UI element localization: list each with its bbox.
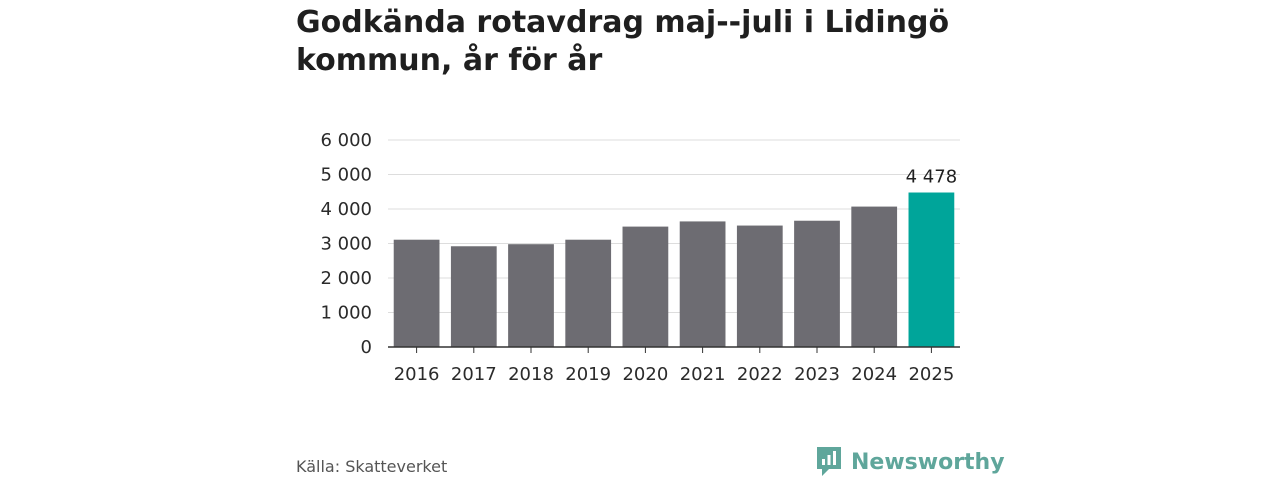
y-tick-label: 3 000 [320, 234, 372, 255]
bar-2020 [622, 226, 669, 347]
x-tick-label: 2017 [451, 364, 497, 385]
newsworthy-logo: Newsworthy [815, 445, 1005, 479]
y-axis-labels: 0 1 000 2 000 3 000 4 000 5 000 6 000 [320, 130, 372, 358]
x-axis-labels: 2016 2017 2018 2019 2020 2021 2022 2023 2024 2025 [394, 364, 955, 385]
x-tick-label: 2016 [394, 364, 440, 385]
bar-2024 [851, 206, 898, 347]
bar-2025 [908, 192, 955, 347]
bar-2022 [736, 225, 783, 347]
data-labels: 4 478 [906, 167, 958, 188]
bars [393, 192, 955, 347]
bar-2018 [508, 244, 554, 347]
x-axis [388, 346, 960, 353]
y-tick-label: 0 [361, 337, 372, 358]
y-tick-label: 1 000 [320, 303, 372, 324]
bar-chart: 0 1 000 2 000 3 000 4 000 5 000 6 000 2016 2017… [320, 130, 960, 385]
y-tick-label: 6 000 [320, 130, 372, 151]
y-tick-label: 2 000 [320, 268, 372, 289]
data-label: 4 478 [906, 167, 958, 188]
bar-2021 [679, 221, 726, 347]
y-tick-label: 5 000 [320, 165, 372, 186]
bar-2019 [565, 239, 612, 347]
bar-2023 [794, 220, 840, 347]
source-note: Källa: Skatteverket [296, 457, 448, 476]
x-tick-label: 2021 [680, 364, 726, 385]
x-tick-label: 2018 [508, 364, 554, 385]
x-tick-label: 2025 [908, 364, 954, 385]
x-tick-label: 2023 [794, 364, 840, 385]
newsworthy-logo-icon [817, 447, 841, 476]
bar-2017 [450, 246, 497, 347]
x-tick-label: 2022 [737, 364, 783, 385]
y-tick-label: 4 000 [320, 199, 372, 220]
brand-name: Newsworthy [851, 449, 1005, 475]
x-tick-label: 2019 [565, 364, 611, 385]
bar-2016 [393, 239, 440, 347]
x-tick-label: 2020 [622, 364, 668, 385]
x-tick-label: 2024 [851, 364, 897, 385]
chart-title: Godkända rotavdrag maj--juli i Lidingö k… [296, 5, 950, 78]
